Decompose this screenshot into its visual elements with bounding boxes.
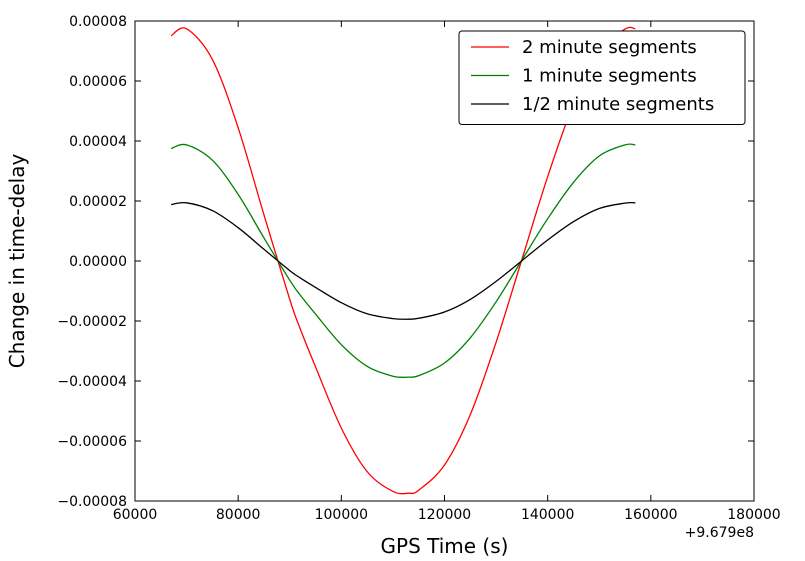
x-tick-label: 140000 — [521, 507, 574, 523]
legend: 2 minute segments 1 minute segments 1/2 mi… — [458, 30, 746, 125]
x-axis-label: GPS Time (s) — [381, 534, 509, 558]
x-offset-label: +9.679e8 — [685, 525, 754, 541]
y-tick-label: 0.00002 — [69, 194, 127, 210]
series-line-1 — [170, 26, 636, 495]
y-tick-label: −0.00002 — [57, 314, 127, 330]
plot-frame — [134, 20, 755, 502]
x-tick-label: 120000 — [418, 507, 471, 523]
y-tick-label: 0.00008 — [69, 14, 127, 30]
y-tick-label: −0.00006 — [57, 434, 127, 450]
x-tick-label: 60000 — [113, 507, 158, 523]
y-tick-label: −0.00004 — [57, 374, 127, 390]
legend-label-3: 1/2 minute segments — [522, 94, 714, 115]
y-tick-label: −0.00008 — [57, 494, 127, 510]
ticks-layer: 60000 80000 100000 120000 140000 160000 180000… — [57, 14, 780, 523]
x-tick-label: 100000 — [315, 507, 368, 523]
legend-label-2: 1 minute segments — [522, 66, 697, 87]
y-tick-label: 0.00006 — [69, 74, 127, 90]
y-axis-label: Change in time-delay — [5, 154, 29, 369]
legend-box — [458, 30, 746, 125]
x-tick-label: 160000 — [624, 507, 677, 523]
series-layer — [170, 26, 636, 495]
y-tick-label: 0.00000 — [69, 254, 127, 270]
series-line-3 — [171, 201, 636, 320]
series-line-2 — [170, 143, 636, 379]
y-tick-label: 0.00004 — [69, 134, 127, 150]
x-tick-label: 180000 — [727, 507, 780, 523]
legend-label-1: 2 minute segments — [522, 37, 697, 58]
x-tick-label: 80000 — [216, 507, 261, 523]
